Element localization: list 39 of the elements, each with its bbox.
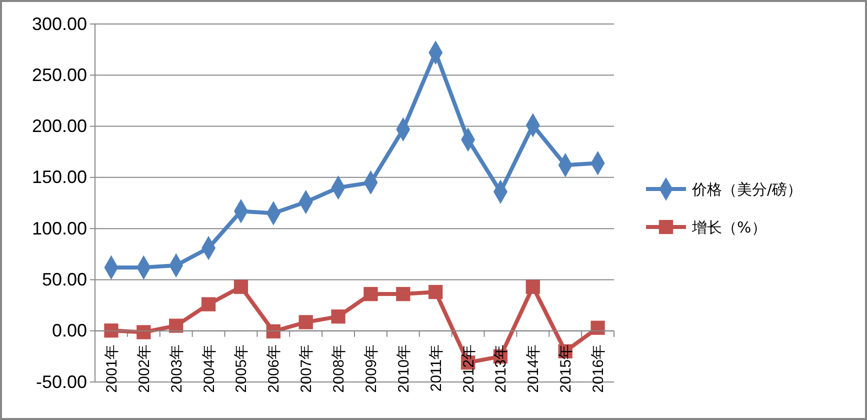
- point: [104, 323, 118, 338]
- x-tick-label: 2013年: [492, 344, 510, 393]
- y-tick-label: 0.00: [52, 320, 87, 341]
- x-tick-label: 2012年: [460, 344, 478, 393]
- point: [364, 286, 378, 302]
- x-tick-label: 2010年: [395, 344, 412, 393]
- point: [136, 325, 151, 340]
- x-tick-label: 2002年: [136, 344, 153, 393]
- y-tick-label: 250.00: [32, 64, 87, 85]
- point: [396, 286, 410, 302]
- x-tick-label: 2015年: [558, 344, 575, 393]
- point: [169, 318, 184, 333]
- y-tick-label: 200.00: [32, 116, 87, 136]
- y-tick-label: 300.00: [32, 14, 87, 34]
- x-tick-label: 2004年: [200, 344, 218, 393]
- x-tick-label: 2007年: [298, 344, 316, 393]
- point: [428, 284, 443, 300]
- point: [234, 280, 248, 294]
- legend-label: 价格（美分/磅）: [691, 180, 802, 198]
- point: [526, 280, 540, 294]
- point: [590, 320, 605, 335]
- point: [331, 309, 346, 324]
- x-tick-label: 2006年: [266, 344, 283, 393]
- x-tick-label: 2008年: [330, 344, 348, 393]
- x-tick-label: 2001年: [103, 344, 120, 393]
- x-tick-label: 2003年: [168, 344, 186, 393]
- legend-label: 增长（%）: [691, 218, 766, 236]
- point: [266, 324, 280, 338]
- y-tick-label: 50.00: [42, 269, 87, 290]
- y-tick-label: -50.00: [36, 372, 87, 392]
- x-tick-label: 2016年: [590, 344, 608, 393]
- point: [298, 315, 313, 330]
- x-tick-label: 2009年: [362, 344, 380, 393]
- y-tick-label: 150.00: [32, 167, 87, 188]
- y-tick-label: 100.00: [32, 218, 87, 238]
- point: [201, 297, 216, 312]
- x-tick-label: 2014年: [525, 344, 542, 393]
- x-tick-label: 2005年: [233, 344, 250, 393]
- x-tick-label: 2011年: [428, 344, 445, 392]
